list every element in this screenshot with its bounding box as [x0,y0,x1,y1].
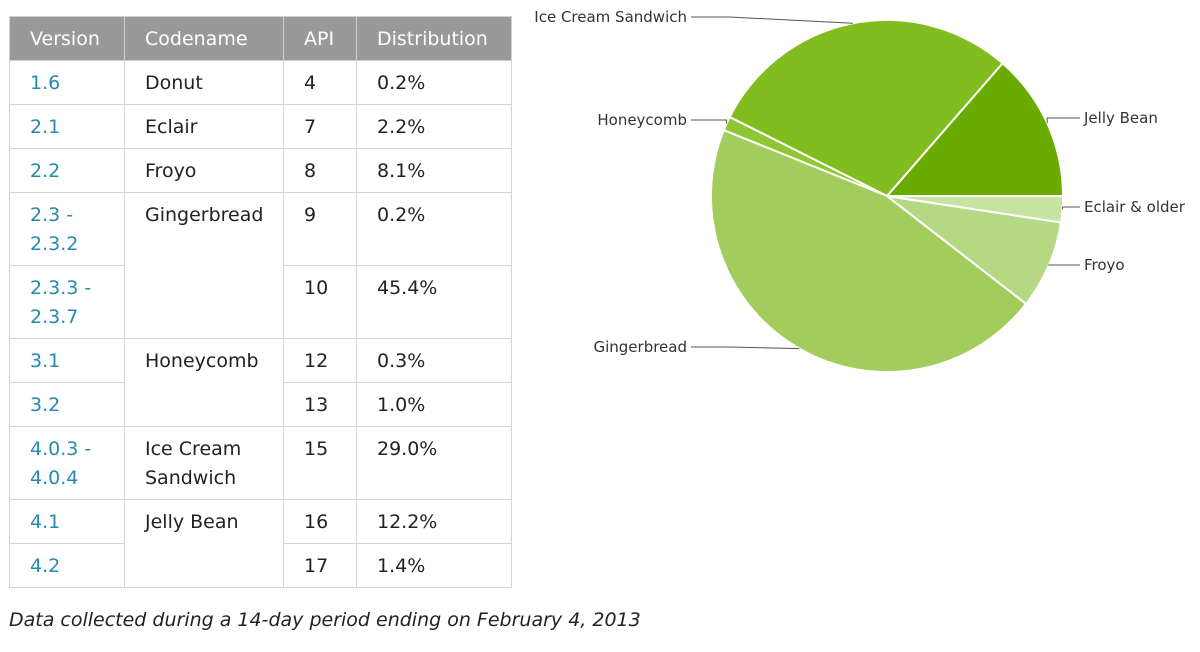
table-row: 1.6 Donut 4 0.2% [9,60,512,105]
pie-slice-gingerbread [710,128,1028,373]
distribution-cell: 0.2% [356,192,512,266]
codename-cell: Gingerbread [124,192,284,339]
version-link[interactable]: 3.2 [9,382,125,427]
distribution-cell: 45.4% [356,265,512,339]
distribution-cell: 1.4% [356,543,512,588]
codename-cell: Ice Cream Sandwich [124,426,284,500]
distribution-cell: 0.2% [356,60,512,105]
pie-label: Gingerbread [593,338,687,356]
version-link[interactable]: 2.2 [9,148,125,193]
distribution-table: Version Codename API Distribution 1.6 Do… [9,16,512,588]
pie-label: Jelly Bean [1083,109,1158,127]
table-row: 2.3 - 2.3.2 Gingerbread 9 0.2% [9,192,512,339]
pie-label: Eclair & older [1084,198,1186,216]
distribution-cell: 29.0% [356,426,512,500]
data-caption: Data collected during a 14-day period en… [9,609,641,631]
table-row: 4.0.3 - 4.0.4 Ice Cream Sandwich 15 29.0… [9,426,512,500]
table-row: 2.1 Eclair 7 2.2% [9,104,512,149]
table-row: 3.2 13 1.0% [9,382,512,427]
header-version: Version [9,16,125,61]
leader-line [691,346,800,350]
pie-label: Honeycomb [597,111,687,129]
table-row: 4.1 Jelly Bean 16 12.2% [9,499,512,588]
version-link[interactable]: 1.6 [9,60,125,105]
codename-cell: Jelly Bean [124,499,284,588]
version-link[interactable]: 4.2 [9,543,125,588]
codename-cell: Honeycomb [124,338,284,427]
pie-label: Froyo [1084,256,1125,274]
version-link[interactable]: 2.3.3 - 2.3.7 [9,265,125,339]
distribution-cell: 2.2% [356,104,512,149]
version-link[interactable]: 4.0.3 - 4.0.4 [9,426,125,500]
table-row: 4.2 17 1.4% [9,543,512,588]
leader-line [1062,206,1080,210]
version-link[interactable]: 2.1 [9,104,125,149]
codename-cell: Froyo [124,148,284,193]
table-row: 3.1 Honeycomb 12 0.3% [9,338,512,427]
pie-slice-ice-cream-sandwich [728,19,1004,198]
distribution-cell: 0.3% [356,338,512,383]
pie-label: Ice Cream Sandwich [534,8,687,26]
api-cell: 4 [283,60,357,105]
leader-line [1046,117,1080,124]
codename-cell: Donut [124,60,284,105]
version-link[interactable]: 3.1 [9,338,125,383]
leader-line [691,119,728,124]
header-distribution: Distribution [356,16,512,61]
codename-cell: Eclair [124,104,284,149]
api-cell: 8 [283,148,357,193]
api-cell: 12 [283,338,357,383]
leader-line [691,16,853,24]
api-cell: 15 [283,426,357,500]
api-cell: 16 [283,499,357,544]
distribution-cell: 12.2% [356,499,512,544]
table-row: 2.2 Froyo 8 8.1% [9,148,512,193]
